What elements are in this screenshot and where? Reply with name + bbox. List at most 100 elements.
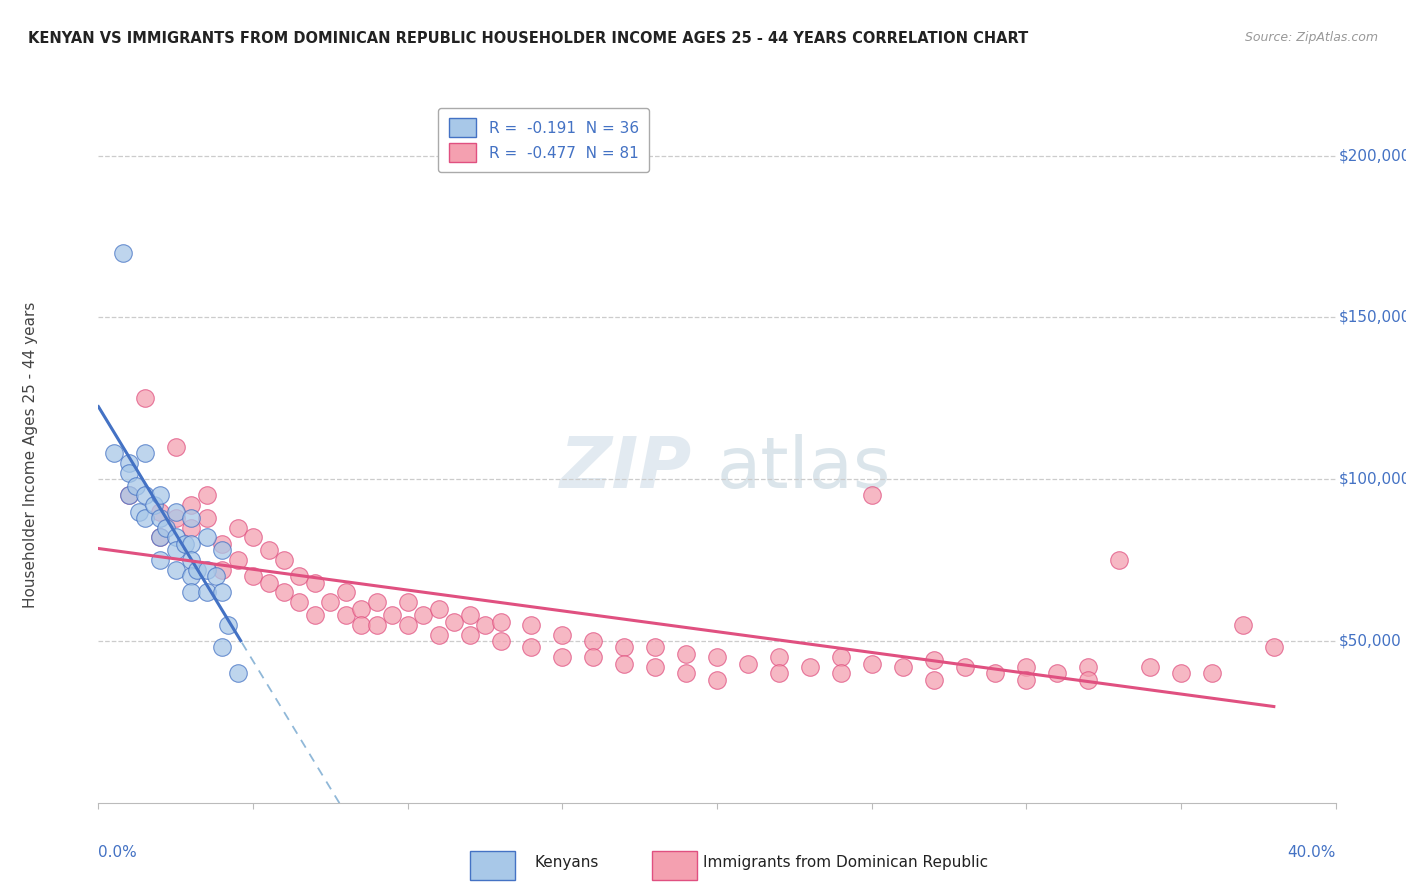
Point <box>180 553 202 567</box>
Point <box>489 615 512 629</box>
Point <box>458 627 481 641</box>
Point <box>860 488 883 502</box>
Point <box>180 537 202 551</box>
Point <box>149 553 172 567</box>
Point <box>273 553 295 567</box>
Text: ZIP: ZIP <box>560 434 692 503</box>
Point <box>149 504 172 518</box>
Text: $200,000: $200,000 <box>1339 148 1406 163</box>
Point <box>195 488 218 502</box>
Point <box>112 245 135 260</box>
Point <box>165 543 187 558</box>
Point <box>149 531 172 545</box>
Point <box>1015 660 1038 674</box>
Point <box>118 466 141 480</box>
Point <box>443 615 465 629</box>
Point <box>953 660 976 674</box>
Point <box>1046 666 1069 681</box>
Point <box>1015 673 1038 687</box>
Point <box>706 673 728 687</box>
Point <box>180 569 202 583</box>
Point <box>1201 666 1223 681</box>
Point <box>103 446 125 460</box>
Point <box>366 617 388 632</box>
Point <box>165 504 187 518</box>
Point <box>304 608 326 623</box>
Point <box>128 504 150 518</box>
Point <box>922 673 945 687</box>
FancyBboxPatch shape <box>652 851 697 880</box>
Point <box>149 511 172 525</box>
Point <box>381 608 404 623</box>
Point <box>799 660 821 674</box>
Point <box>205 569 228 583</box>
Point <box>396 617 419 632</box>
Point <box>768 650 790 665</box>
Point <box>226 553 249 567</box>
Point <box>257 543 280 558</box>
Point <box>1139 660 1161 674</box>
Point <box>427 601 450 615</box>
Point <box>211 585 233 599</box>
Point <box>551 627 574 641</box>
Point <box>1077 673 1099 687</box>
Text: KENYAN VS IMMIGRANTS FROM DOMINICAN REPUBLIC HOUSEHOLDER INCOME AGES 25 - 44 YEA: KENYAN VS IMMIGRANTS FROM DOMINICAN REPU… <box>28 31 1028 46</box>
Point <box>118 488 141 502</box>
Point <box>195 585 218 599</box>
Point <box>644 660 666 674</box>
Point <box>458 608 481 623</box>
Point <box>830 666 852 681</box>
Text: $150,000: $150,000 <box>1339 310 1406 325</box>
Point <box>226 666 249 681</box>
Point <box>195 531 218 545</box>
Point <box>134 392 156 406</box>
Point <box>242 531 264 545</box>
Point <box>613 657 636 671</box>
Point <box>830 650 852 665</box>
Point <box>582 634 605 648</box>
Point <box>1232 617 1254 632</box>
Point <box>124 478 146 492</box>
Point <box>217 617 239 632</box>
Point <box>288 595 311 609</box>
Point <box>1170 666 1192 681</box>
Point <box>768 666 790 681</box>
Point <box>860 657 883 671</box>
Point <box>195 563 218 577</box>
Point <box>180 585 202 599</box>
Point <box>706 650 728 665</box>
Point <box>520 640 543 655</box>
Point <box>474 617 496 632</box>
Point <box>1263 640 1285 655</box>
Text: Source: ZipAtlas.com: Source: ZipAtlas.com <box>1244 31 1378 45</box>
Text: $50,000: $50,000 <box>1339 633 1402 648</box>
Point <box>165 531 187 545</box>
Text: Kenyans: Kenyans <box>534 855 599 870</box>
Point <box>155 521 177 535</box>
Text: atlas: atlas <box>717 434 891 503</box>
Point <box>165 440 187 454</box>
Point <box>335 608 357 623</box>
Point <box>427 627 450 641</box>
Point <box>273 585 295 599</box>
Point <box>412 608 434 623</box>
Point <box>350 617 373 632</box>
Point <box>288 569 311 583</box>
Point <box>1108 553 1130 567</box>
Point <box>396 595 419 609</box>
Text: 40.0%: 40.0% <box>1288 845 1336 860</box>
Point <box>149 488 172 502</box>
Point <box>891 660 914 674</box>
Point <box>1077 660 1099 674</box>
Point <box>319 595 342 609</box>
Point <box>489 634 512 648</box>
Point <box>613 640 636 655</box>
Point <box>180 521 202 535</box>
Text: 0.0%: 0.0% <box>98 845 138 860</box>
Point <box>211 563 233 577</box>
Point <box>675 647 697 661</box>
Point <box>335 585 357 599</box>
Point <box>134 511 156 525</box>
Point <box>118 488 141 502</box>
Text: Immigrants from Dominican Republic: Immigrants from Dominican Republic <box>703 855 988 870</box>
